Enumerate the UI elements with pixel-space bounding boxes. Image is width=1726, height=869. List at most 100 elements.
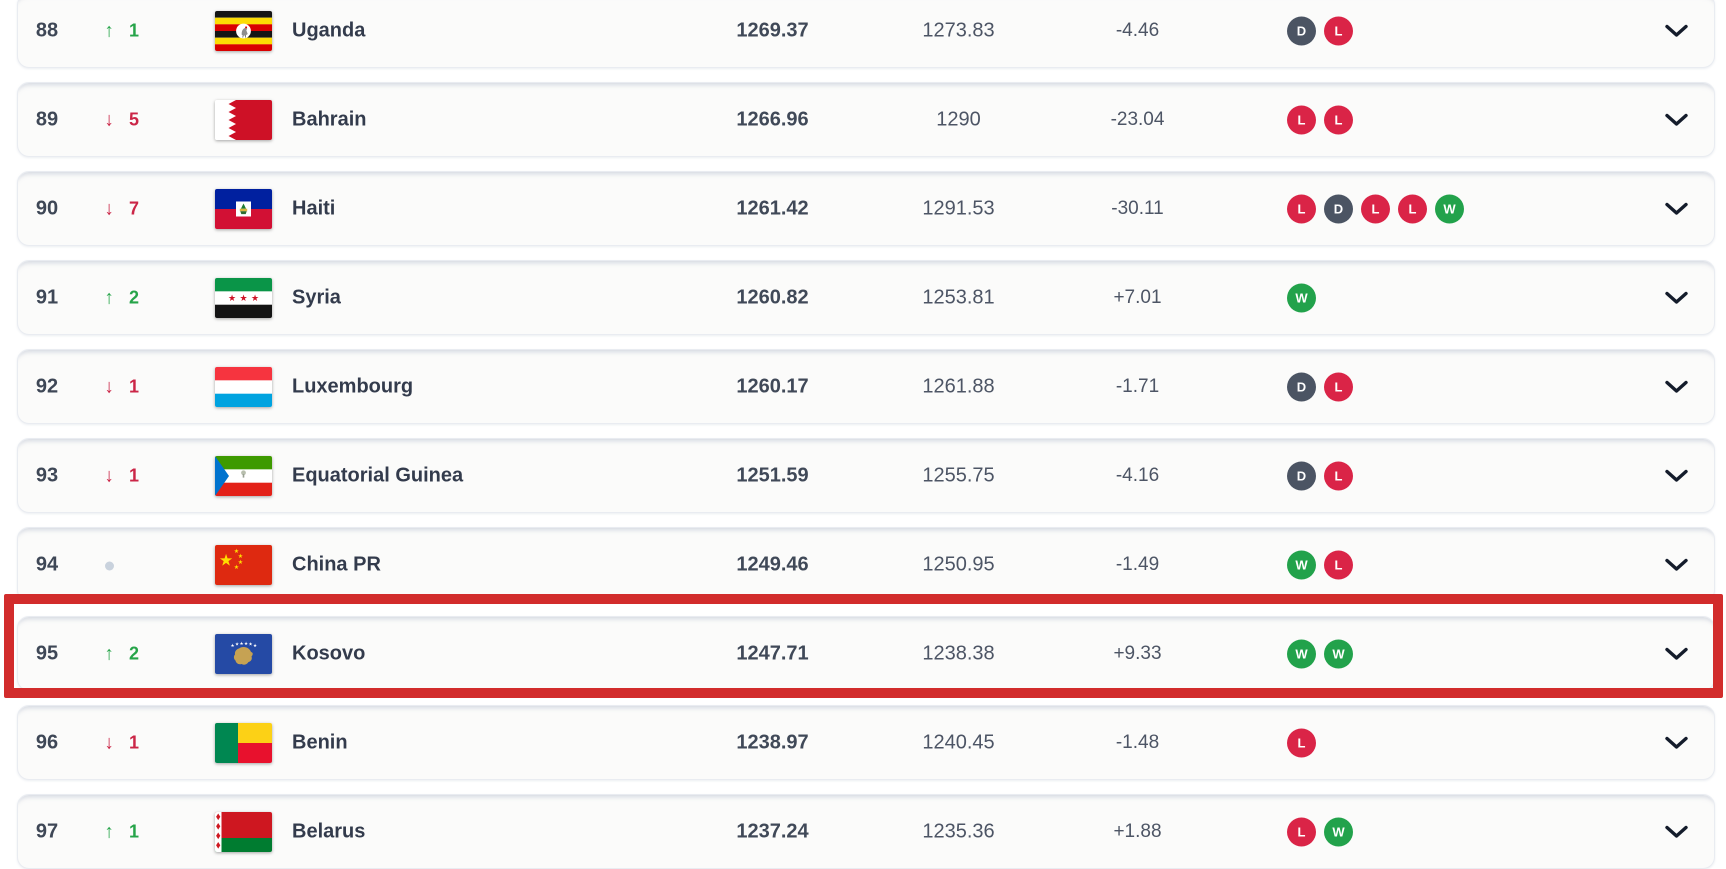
- rank-change: ↑ 1: [76, 821, 186, 842]
- form-badge-l: L: [1324, 16, 1353, 45]
- points-change: +7.01: [1113, 286, 1162, 308]
- expand-row-button[interactable]: [1661, 287, 1692, 308]
- rank-change: ↓ 1: [76, 465, 186, 486]
- ranking-row[interactable]: 92 ↓ 1 Luxembourg 1260.17 1261.88 -1.71 …: [17, 349, 1715, 424]
- rank-change-value: 1: [129, 732, 140, 752]
- svg-text:★: ★: [251, 294, 259, 304]
- points-previous: 1250.95: [922, 553, 995, 575]
- rank-change: ↓ 7: [76, 198, 186, 219]
- form-badge-l: L: [1324, 105, 1353, 134]
- points-current: 1261.42: [736, 197, 809, 219]
- form-badge-l: L: [1287, 728, 1316, 757]
- expand-row-button[interactable]: [1661, 465, 1692, 486]
- rank-no-change-dot-icon: [94, 555, 124, 574]
- svg-text:★: ★: [230, 643, 234, 649]
- svg-text:★: ★: [239, 294, 247, 304]
- rank-down-arrow-icon: ↓: [104, 465, 114, 486]
- svg-text:★: ★: [238, 553, 243, 560]
- points-previous: 1273.83: [922, 19, 995, 41]
- rank-change: ↑ 2: [76, 643, 186, 664]
- rank-up-arrow-icon: ↑: [104, 287, 114, 308]
- expand-row-button[interactable]: [1661, 198, 1692, 219]
- svg-text:★: ★: [238, 559, 243, 566]
- points-current: 1247.71: [736, 642, 809, 664]
- country-name: Equatorial Guinea: [292, 464, 464, 486]
- points-change: -30.11: [1111, 197, 1164, 219]
- country-flag-icon-haiti: [215, 188, 272, 229]
- points-current: 1269.37: [736, 19, 809, 41]
- rank-change: [76, 555, 186, 574]
- form-badge-d: D: [1324, 194, 1353, 223]
- country-flag-icon-bahrain: [215, 99, 272, 140]
- ranking-row[interactable]: 95 ↑ 2 ★ ★ ★ ★ ★ ★ Kosovo 1247.71 1238.38 +9.…: [4, 594, 1723, 698]
- expand-row-button[interactable]: [1661, 109, 1692, 130]
- points-current: 1251.59: [736, 464, 809, 486]
- points-current: 1266.96: [736, 108, 809, 130]
- chevron-down-icon: [1664, 825, 1688, 838]
- points-previous: 1238.38: [922, 642, 995, 664]
- points-previous: 1261.88: [922, 375, 995, 397]
- country-flag-icon-uganda: [215, 10, 272, 51]
- form-badge-l: L: [1324, 372, 1353, 401]
- points-previous: 1235.36: [922, 820, 995, 842]
- points-change: -4.46: [1115, 19, 1160, 41]
- ranking-row[interactable]: 91 ↑ 2 ★ ★ ★ Syria 1260.82 1253.81 +7.01 W: [17, 260, 1715, 335]
- expand-row-button[interactable]: [1661, 821, 1692, 842]
- form-badge-d: D: [1287, 461, 1316, 490]
- rank-change: ↑ 1: [76, 20, 186, 41]
- form-badge-l: L: [1398, 194, 1427, 223]
- points-change: -1.49: [1115, 553, 1160, 575]
- form-badge-w: W: [1324, 639, 1353, 668]
- country-flag-icon-kosovo: ★ ★ ★ ★ ★ ★: [215, 633, 272, 674]
- chevron-down-icon: [1664, 113, 1688, 126]
- rank-change-value: 1: [129, 465, 140, 485]
- rank-change-value: 7: [129, 198, 140, 218]
- points-previous: 1253.81: [922, 286, 995, 308]
- country-name: Bahrain: [292, 108, 367, 130]
- svg-text:★: ★: [244, 641, 248, 647]
- expand-row-button[interactable]: [1661, 732, 1692, 753]
- rank-change: ↓ 5: [76, 109, 186, 130]
- form-badge-l: L: [1287, 194, 1316, 223]
- points-current: 1238.97: [736, 731, 809, 753]
- points-current: 1260.17: [736, 375, 809, 397]
- chevron-down-icon: [1664, 736, 1688, 749]
- form-badge-l: L: [1287, 105, 1316, 134]
- expand-row-button[interactable]: [1661, 643, 1692, 664]
- ranking-row[interactable]: 94 ★ ★ ★ ★ ★ China PR 1249.46 1250.95 -1.49 …: [17, 527, 1715, 602]
- expand-row-button[interactable]: [1661, 376, 1692, 397]
- expand-row-button[interactable]: [1661, 20, 1692, 41]
- points-change: +9.33: [1113, 642, 1162, 664]
- country-name: Kosovo: [292, 642, 366, 664]
- country-flag-icon-belarus: [215, 811, 272, 852]
- form-badge-l: L: [1324, 461, 1353, 490]
- form-badge-w: W: [1324, 817, 1353, 846]
- rank-up-arrow-icon: ↑: [104, 821, 114, 842]
- points-change: -1.71: [1115, 375, 1160, 397]
- points-change: +1.88: [1113, 820, 1162, 842]
- rank-change-value: 2: [129, 643, 140, 663]
- chevron-down-icon: [1664, 291, 1688, 304]
- rank-number: 96: [35, 731, 59, 753]
- svg-text:★: ★: [253, 643, 257, 649]
- form-badge-w: W: [1287, 639, 1316, 668]
- rank-up-arrow-icon: ↑: [104, 643, 114, 664]
- expand-row-button[interactable]: [1661, 554, 1692, 575]
- country-name: China PR: [292, 553, 381, 575]
- rank-number: 89: [35, 108, 59, 130]
- ranking-row[interactable]: 96 ↓ 1 Benin 1238.97 1240.45 -1.48 L: [17, 705, 1715, 780]
- rank-number: 95: [35, 642, 59, 664]
- rank-change: ↓ 1: [76, 376, 186, 397]
- ranking-row[interactable]: 93 ↓ 1 Equatorial Guinea 1251.59 1255.75…: [17, 438, 1715, 513]
- rank-number: 88: [35, 19, 59, 41]
- form-badge-l: L: [1287, 817, 1316, 846]
- chevron-down-icon: [1664, 202, 1688, 215]
- rank-change: ↓ 1: [76, 732, 186, 753]
